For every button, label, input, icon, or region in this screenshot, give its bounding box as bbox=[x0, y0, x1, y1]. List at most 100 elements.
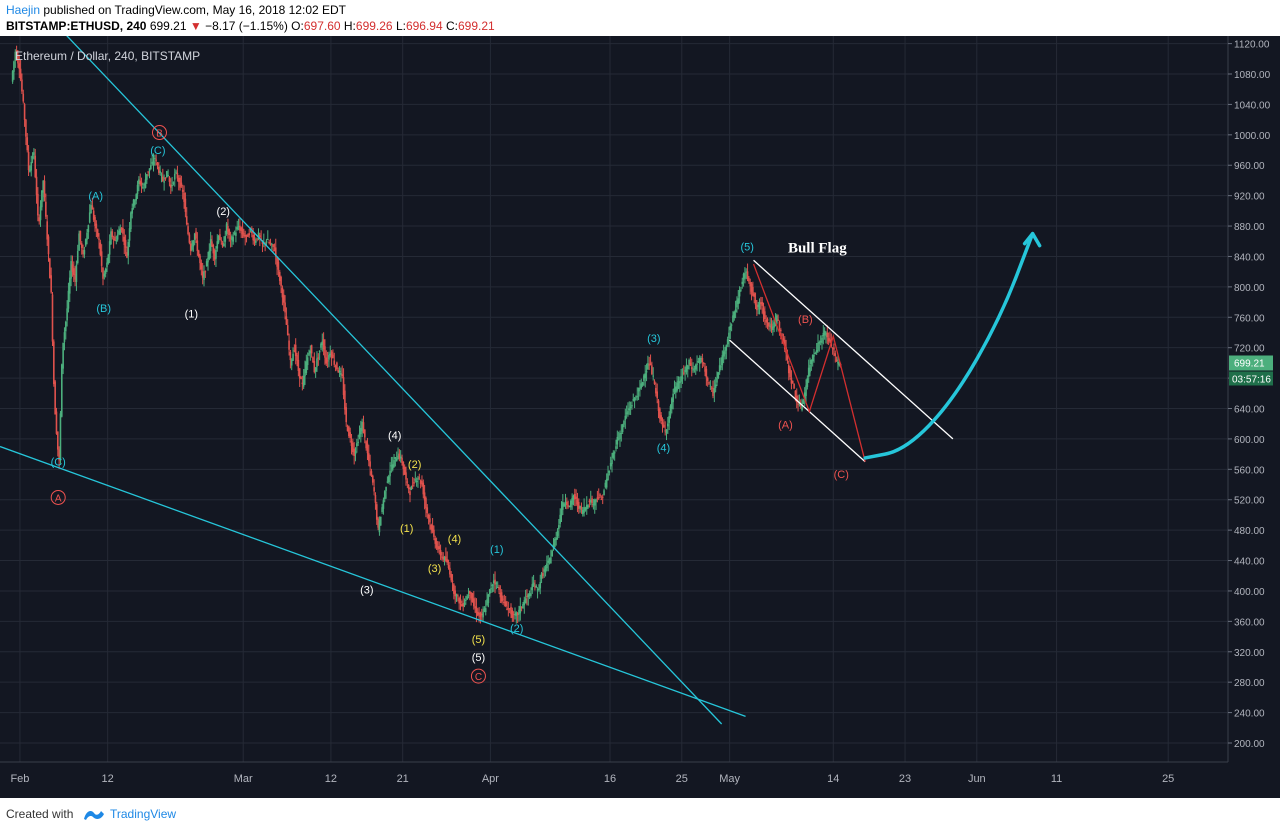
candle-body bbox=[402, 461, 405, 470]
time-axis[interactable] bbox=[0, 762, 1280, 798]
candle-body bbox=[179, 177, 181, 188]
candle-body bbox=[822, 332, 825, 337]
candle-body bbox=[705, 368, 708, 378]
candle-body bbox=[425, 497, 427, 509]
candle-body bbox=[552, 544, 555, 549]
candle-body bbox=[430, 524, 433, 530]
candle-body bbox=[688, 359, 690, 365]
candle-body bbox=[748, 277, 750, 282]
y-tick-label: 320.00 bbox=[1234, 648, 1265, 659]
candle-body bbox=[88, 212, 91, 223]
candle-body bbox=[682, 372, 685, 374]
wave-label: (3) bbox=[360, 584, 373, 596]
candle-body bbox=[563, 503, 565, 507]
price-axis[interactable] bbox=[1228, 36, 1280, 762]
countdown-box bbox=[1229, 371, 1273, 386]
candle-body bbox=[86, 232, 88, 240]
candle-body bbox=[41, 190, 43, 208]
x-tick-label: 23 bbox=[899, 773, 911, 785]
candle-body bbox=[547, 560, 550, 563]
candle-body bbox=[835, 359, 838, 362]
candle-body bbox=[419, 480, 422, 484]
candle-body bbox=[124, 239, 127, 248]
candle-body bbox=[770, 323, 773, 329]
candle-body bbox=[228, 229, 231, 236]
candle-body bbox=[426, 507, 429, 514]
candle-body bbox=[819, 341, 822, 343]
tradingview-brand-link[interactable]: TradingView bbox=[110, 807, 177, 821]
candle-body bbox=[115, 240, 118, 242]
candle-body bbox=[46, 221, 48, 240]
candle-body bbox=[362, 422, 365, 434]
candle-body bbox=[834, 353, 837, 356]
arrow-head-icon bbox=[1022, 231, 1042, 248]
candle-body bbox=[151, 162, 153, 164]
candle-body bbox=[445, 556, 447, 561]
candle-body bbox=[474, 606, 476, 609]
published-text: published on TradingView.com, May 16, 20… bbox=[40, 3, 346, 17]
candle-body bbox=[479, 612, 482, 617]
candle-body bbox=[369, 461, 371, 467]
candle-body bbox=[344, 390, 346, 410]
candle-body bbox=[241, 228, 244, 235]
candle-body bbox=[494, 579, 496, 585]
candle-body bbox=[627, 410, 629, 415]
candle-body bbox=[422, 482, 425, 495]
candle-body bbox=[713, 388, 716, 394]
candle-body bbox=[324, 346, 326, 358]
flag-upper-line bbox=[753, 259, 954, 440]
candle-body bbox=[546, 563, 548, 569]
candle-body bbox=[639, 387, 641, 389]
candle-body bbox=[596, 497, 599, 499]
price-chart[interactable]: (C) A B (C) (A) (B) (2) (1) (3) (4) (2) (1) (4) (3) (5… bbox=[0, 36, 1280, 798]
candle-body bbox=[300, 377, 302, 380]
candle-body bbox=[472, 598, 475, 607]
candle-body bbox=[766, 318, 769, 322]
candle-body bbox=[403, 466, 406, 475]
chart-footer: Created with TradingView bbox=[0, 798, 1280, 830]
candle-body bbox=[604, 482, 607, 488]
candle-body bbox=[298, 368, 301, 379]
candle-body bbox=[572, 495, 575, 500]
drawing-layer bbox=[0, 36, 1042, 725]
candles-layer bbox=[11, 45, 842, 624]
candle-body bbox=[609, 462, 612, 467]
candle-body bbox=[714, 384, 717, 388]
candle-body bbox=[511, 610, 514, 618]
candle-body bbox=[159, 171, 161, 174]
candle-body bbox=[624, 415, 627, 420]
candle-body bbox=[807, 367, 810, 377]
candle-body bbox=[171, 185, 173, 187]
candle-body bbox=[765, 319, 767, 323]
candle-body bbox=[733, 311, 736, 318]
candle-body bbox=[543, 569, 546, 572]
candle-body bbox=[163, 181, 165, 183]
candle-body bbox=[615, 446, 617, 449]
candle-body bbox=[306, 357, 309, 366]
candle-body bbox=[127, 242, 130, 256]
candle-body bbox=[551, 550, 554, 557]
wave-label: (C) bbox=[150, 145, 165, 157]
candle-body bbox=[395, 458, 398, 462]
candle-body bbox=[535, 585, 538, 588]
high-label: H: bbox=[343, 19, 356, 33]
candle-body bbox=[712, 389, 714, 396]
candle-body bbox=[417, 478, 419, 480]
candle-body bbox=[308, 352, 310, 356]
current-price-box bbox=[1229, 355, 1273, 371]
candle-body bbox=[144, 179, 147, 188]
candle-body bbox=[640, 383, 643, 389]
y-tick-label: 1000.00 bbox=[1234, 131, 1271, 142]
candle-body bbox=[227, 225, 229, 232]
candle-body bbox=[383, 491, 386, 500]
candle-body bbox=[118, 230, 120, 235]
candle-body bbox=[197, 250, 200, 257]
author-link[interactable]: Haejin bbox=[6, 3, 41, 17]
candle-body bbox=[459, 599, 462, 604]
candle-body bbox=[709, 385, 712, 387]
candle-body bbox=[429, 518, 431, 523]
candle-body bbox=[345, 407, 348, 423]
candle-body bbox=[725, 345, 728, 351]
candle-body bbox=[342, 377, 345, 395]
x-tick-label: Mar bbox=[234, 773, 253, 785]
